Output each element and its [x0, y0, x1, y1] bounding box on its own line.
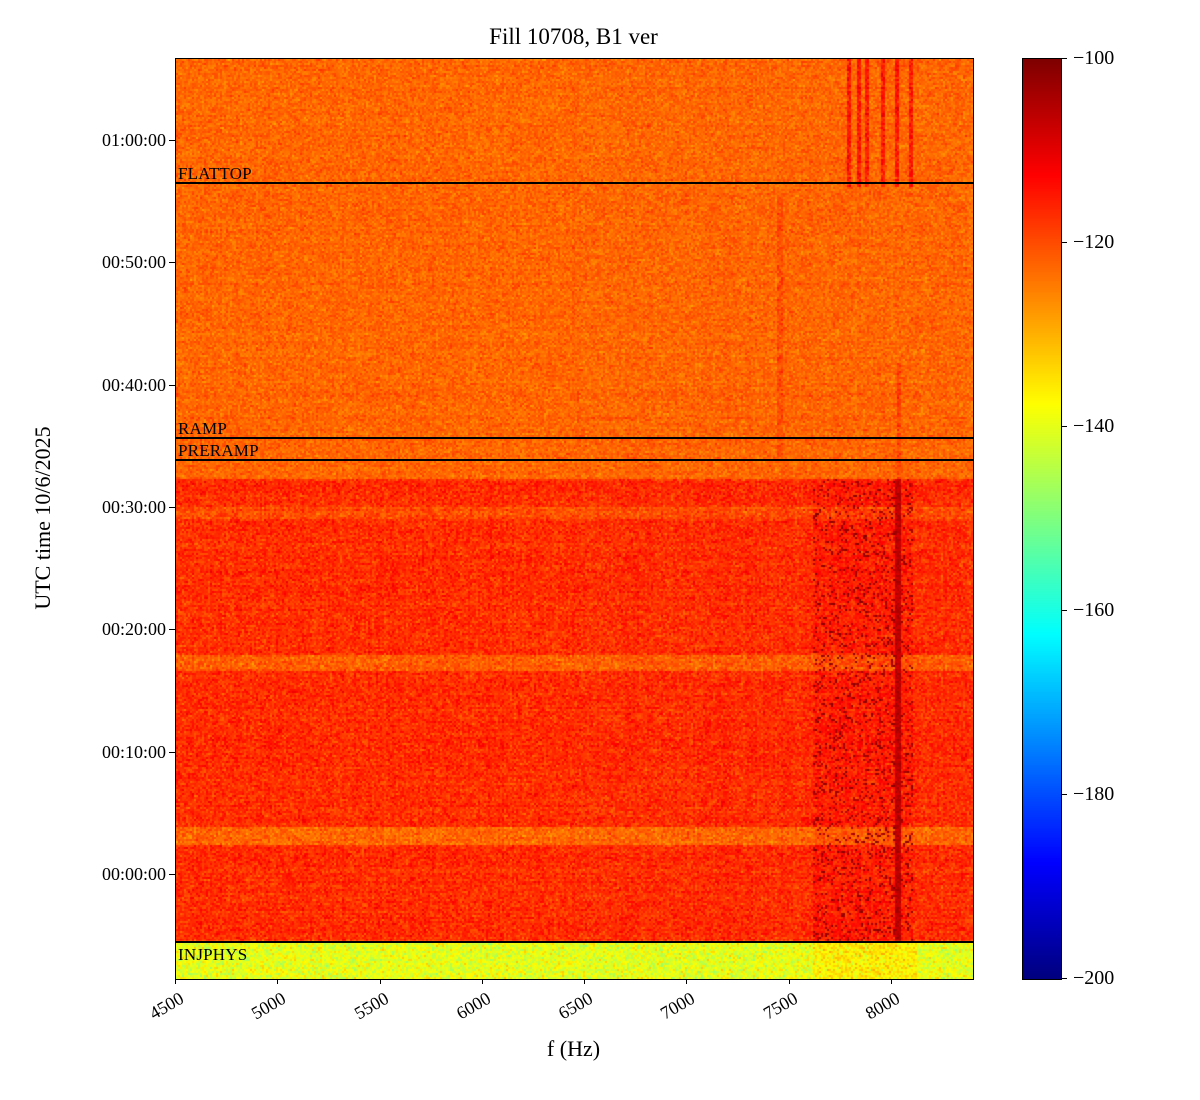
x-tick-label: 4500 [145, 988, 187, 1024]
spectrogram-plot-area: FLATTOP RAMP PRERAMP INJPHYS [175, 58, 974, 980]
x-tick-label: 6500 [554, 988, 597, 1024]
colorbar-tick-mark [1061, 58, 1067, 59]
y-tick-label: 00:40:00 [101, 374, 166, 395]
colorbar-tick-label: −180 [1073, 783, 1115, 805]
x-tick-label: 7000 [657, 988, 699, 1024]
x-tick-label: 5000 [248, 988, 290, 1024]
y-axis-label: UTC time 10/6/2025 [30, 426, 55, 610]
phase-line-injphys [176, 941, 973, 944]
y-tick-label: 00:10:00 [101, 741, 166, 762]
colorbar-tick-mark [1061, 978, 1067, 979]
phase-line-preramp [176, 459, 973, 462]
x-axis-label: f (Hz) [546, 1036, 601, 1061]
x-tick-label: 6000 [452, 988, 494, 1024]
x-tick-mark [175, 979, 176, 984]
x-tick-label: 8000 [861, 988, 903, 1024]
colorbar-tick-label: −160 [1073, 599, 1115, 621]
x-tick-mark [481, 979, 483, 984]
phase-marker-label-ramp: RAMP [178, 419, 227, 439]
y-tick-label: 00:50:00 [101, 252, 166, 273]
colorbar-tick-mark [1061, 794, 1067, 795]
y-tick-mark [169, 507, 175, 509]
colorbar-tick-mark [1061, 242, 1067, 243]
y-tick-mark [169, 874, 175, 876]
phase-line-flattop [176, 182, 973, 185]
colorbar-tick-mark [1061, 610, 1067, 611]
x-tick-mark [890, 979, 892, 984]
phase-marker-label-preramp: PRERAMP [178, 441, 259, 461]
colorbar-tick-label: −200 [1073, 967, 1115, 989]
y-tick-mark [169, 139, 175, 141]
x-tick-label: 7500 [759, 988, 801, 1024]
y-axis-label-wrap: UTC time 10/6/2025 [27, 58, 59, 978]
y-tick-label: 00:30:00 [101, 497, 166, 518]
phase-line-ramp [176, 437, 973, 440]
colorbar-tick-label: −100 [1073, 47, 1115, 69]
x-tick-mark [379, 979, 381, 984]
y-tick-label: 00:20:00 [101, 619, 166, 640]
y-tick-mark [169, 384, 175, 386]
x-tick-mark [277, 979, 279, 984]
y-tick-mark [169, 262, 175, 264]
colorbar-canvas [1022, 58, 1062, 980]
y-tick-mark [169, 629, 175, 631]
chart-title: Fill 10708, B1 ver [489, 24, 658, 49]
colorbar-tick-label: −120 [1073, 231, 1115, 253]
x-tick-mark [788, 979, 790, 984]
spectrogram-canvas [176, 59, 973, 979]
colorbar-tick-mark [1061, 426, 1067, 427]
phase-marker-label-injphys: INJPHYS [178, 945, 248, 965]
y-tick-label: 00:00:00 [101, 864, 166, 885]
y-tick-label: 01:00:00 [101, 129, 166, 150]
x-tick-mark [686, 979, 688, 984]
x-tick-label: 5500 [350, 988, 392, 1024]
colorbar-tick-label: −140 [1073, 415, 1115, 437]
phase-marker-label-flattop: FLATTOP [178, 164, 252, 184]
y-tick-mark [169, 751, 175, 753]
x-tick-mark [584, 979, 586, 984]
